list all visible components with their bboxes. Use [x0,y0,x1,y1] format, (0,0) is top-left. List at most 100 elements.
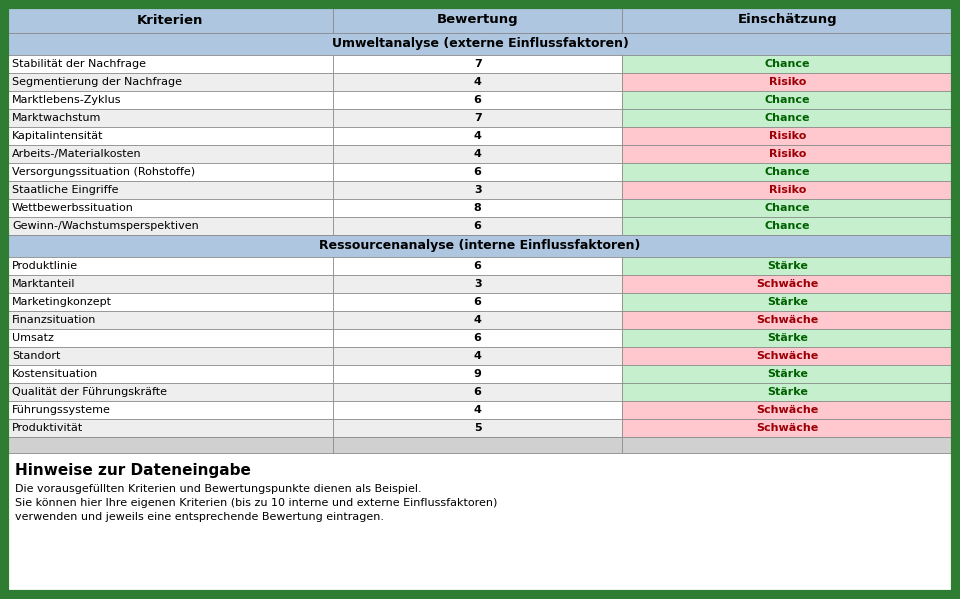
Text: Chance: Chance [765,221,810,231]
Text: Stärke: Stärke [767,297,808,307]
Bar [7,73,333,91]
Text: Umsatz: Umsatz [12,333,54,343]
Bar [7,199,333,217]
Bar [333,329,622,347]
Bar [7,311,333,329]
Bar [333,401,622,419]
Bar [333,91,622,109]
Bar [7,401,333,419]
Bar [7,163,333,181]
Bar [7,347,333,365]
Bar [7,235,953,257]
Bar [333,217,622,235]
Bar [333,145,622,163]
Text: 6: 6 [473,261,482,271]
Bar [7,91,333,109]
Bar [7,453,953,592]
Text: 6: 6 [473,221,482,231]
Text: Kriterien: Kriterien [137,14,204,26]
Bar [333,437,622,453]
Bar [622,55,953,73]
Text: Kapitalintensität: Kapitalintensität [12,131,104,141]
Text: Hinweise zur Dateneingabe: Hinweise zur Dateneingabe [15,464,251,479]
Text: Wettbewerbssituation: Wettbewerbssituation [12,203,133,213]
Bar [7,127,333,145]
Bar [622,401,953,419]
Bar [7,7,333,33]
Text: Stärke: Stärke [767,333,808,343]
Bar [333,7,622,33]
Text: 3: 3 [474,279,482,289]
Bar [7,55,333,73]
Text: 6: 6 [473,387,482,397]
Text: Marktwachstum: Marktwachstum [12,113,102,123]
Bar [622,275,953,293]
Bar [7,181,333,199]
Bar [622,91,953,109]
Text: Risiko: Risiko [769,77,806,87]
Text: Umweltanalyse (externe Einflussfaktoren): Umweltanalyse (externe Einflussfaktoren) [331,38,629,50]
Text: 8: 8 [473,203,482,213]
Text: Chance: Chance [765,113,810,123]
Bar [333,199,622,217]
Bar [622,199,953,217]
Text: 4: 4 [473,131,482,141]
Bar [7,33,953,55]
Bar [333,383,622,401]
Text: Einschätzung: Einschätzung [737,14,837,26]
Text: Sie können hier Ihre eigenen Kriterien (bis zu 10 interne und externe Einflussfa: Sie können hier Ihre eigenen Kriterien (… [15,498,497,508]
Bar [7,383,333,401]
Text: Standort: Standort [12,351,60,361]
Text: Chance: Chance [765,95,810,105]
Bar [622,419,953,437]
Bar [7,109,333,127]
Text: 6: 6 [473,167,482,177]
Bar [333,181,622,199]
Bar [7,329,333,347]
Text: Ressourcenanalyse (interne Einflussfaktoren): Ressourcenanalyse (interne Einflussfakto… [320,240,640,253]
Bar [7,365,333,383]
Text: Segmentierung der Nachfrage: Segmentierung der Nachfrage [12,77,182,87]
Text: Chance: Chance [765,203,810,213]
Text: Schwäche: Schwäche [756,405,819,415]
Bar [333,127,622,145]
Text: 4: 4 [473,351,482,361]
Text: Schwäche: Schwäche [756,351,819,361]
Bar [333,347,622,365]
Text: Marktanteil: Marktanteil [12,279,76,289]
Text: Bewertung: Bewertung [437,14,518,26]
Text: verwenden und jeweils eine entsprechende Bewertung eintragen.: verwenden und jeweils eine entsprechende… [15,512,384,522]
Text: 4: 4 [473,77,482,87]
Text: Produktivität: Produktivität [12,423,84,433]
Bar [333,257,622,275]
Text: 4: 4 [473,149,482,159]
Text: 3: 3 [474,185,482,195]
Bar [622,437,953,453]
Bar [333,73,622,91]
Bar [622,329,953,347]
Text: Gewinn-/Wachstumsperspektiven: Gewinn-/Wachstumsperspektiven [12,221,199,231]
Text: Qualität der Führungskräfte: Qualität der Führungskräfte [12,387,167,397]
Text: 7: 7 [473,59,482,69]
Text: Schwäche: Schwäche [756,279,819,289]
Text: Die vorausgefüllten Kriterien und Bewertungspunkte dienen als Beispiel.: Die vorausgefüllten Kriterien und Bewert… [15,484,421,494]
Bar [622,181,953,199]
Bar [622,347,953,365]
Bar [333,55,622,73]
Text: Risiko: Risiko [769,185,806,195]
Text: 6: 6 [473,95,482,105]
Bar [7,275,333,293]
Text: 4: 4 [473,405,482,415]
Bar [7,257,333,275]
Bar [333,419,622,437]
Text: 6: 6 [473,333,482,343]
Bar [622,73,953,91]
Text: 9: 9 [473,369,482,379]
Bar [622,257,953,275]
Text: Kostensituation: Kostensituation [12,369,98,379]
Bar [7,437,333,453]
Bar [333,293,622,311]
Text: Staatliche Eingriffe: Staatliche Eingriffe [12,185,118,195]
Bar [333,365,622,383]
Bar [622,145,953,163]
